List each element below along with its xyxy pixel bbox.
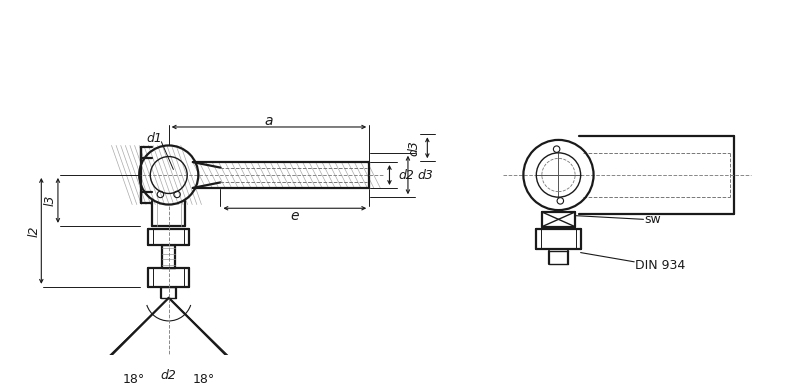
Text: d2: d2 xyxy=(161,369,177,382)
Text: sw: sw xyxy=(644,213,661,226)
Text: a: a xyxy=(265,113,274,128)
Text: l3: l3 xyxy=(44,195,57,206)
Text: d3: d3 xyxy=(417,169,433,182)
Text: l2: l2 xyxy=(27,225,41,237)
Text: DIN 934: DIN 934 xyxy=(635,259,686,272)
Text: 18°: 18° xyxy=(193,373,215,383)
Text: 18°: 18° xyxy=(122,373,145,383)
Text: d3: d3 xyxy=(408,140,421,156)
Text: d2: d2 xyxy=(398,169,414,182)
Text: e: e xyxy=(290,209,299,223)
Text: d1: d1 xyxy=(146,132,162,144)
